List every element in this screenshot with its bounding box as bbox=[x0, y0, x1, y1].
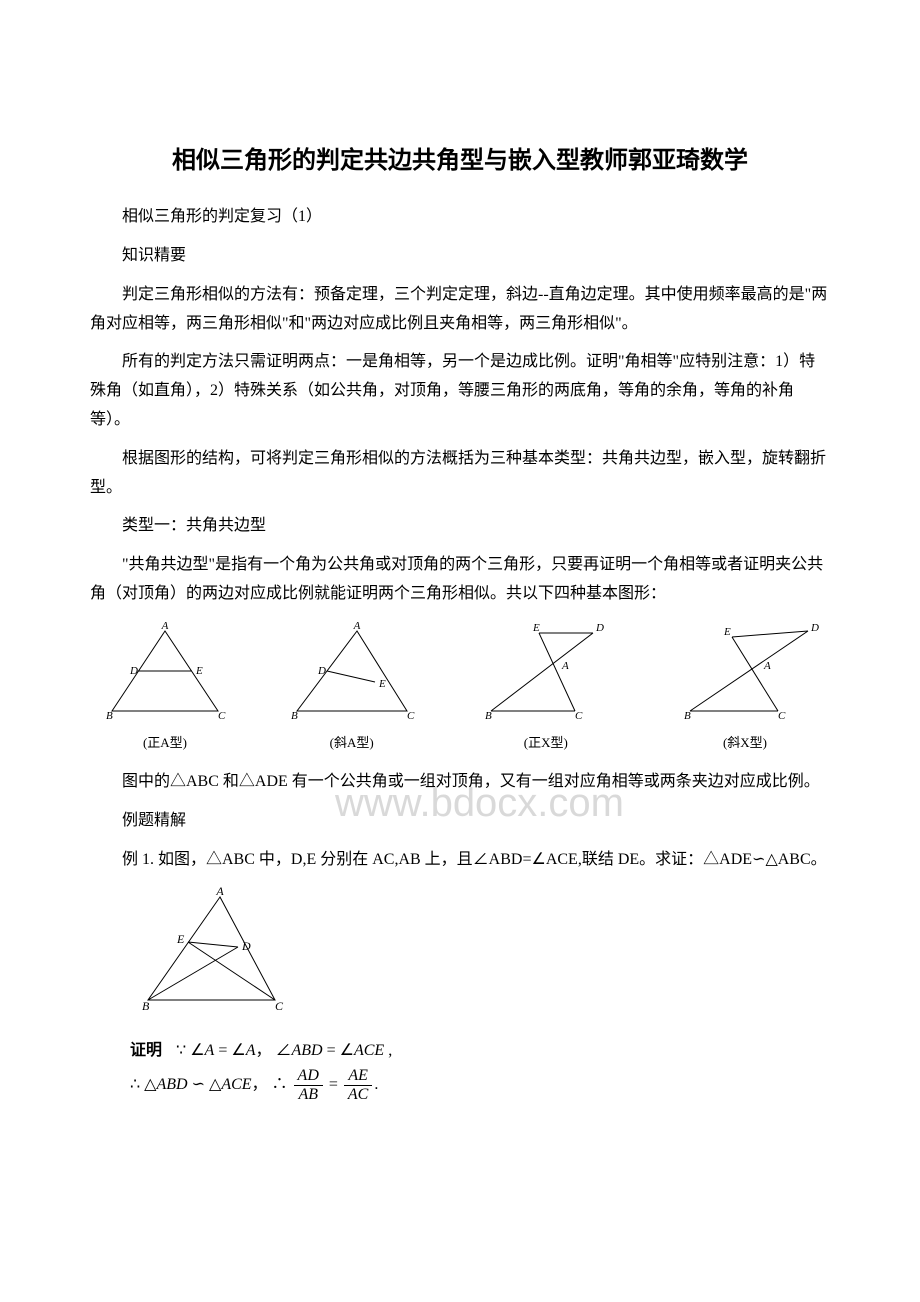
examples-heading: 例题精解 bbox=[90, 807, 830, 836]
svg-text:A: A bbox=[352, 620, 360, 632]
section-heading-knowledge: 知识精要 bbox=[90, 242, 830, 271]
proof-text: . bbox=[374, 1076, 378, 1093]
svg-text:B: B bbox=[684, 710, 691, 722]
diagram-x-skew: E D A B C bbox=[660, 619, 830, 729]
example1-figure: A E D B C bbox=[130, 885, 830, 1026]
figure-caption: (斜X型) bbox=[660, 731, 830, 754]
svg-text:E: E bbox=[176, 932, 185, 946]
proof-text: ∽ △ bbox=[188, 1076, 222, 1093]
figure-a-skew: A D E B C (斜A型) bbox=[272, 619, 432, 754]
svg-text:A: A bbox=[215, 885, 224, 898]
svg-text:E: E bbox=[378, 678, 386, 690]
svg-text:C: C bbox=[218, 710, 226, 722]
svg-text:A: A bbox=[561, 660, 569, 672]
paragraph-types-summary: 根据图形的结构，可将判定三角形相似的方法概括为三种基本类型：共角共边型，嵌入型，… bbox=[90, 445, 830, 503]
paragraph-proof-notes: 所有的判定方法只需证明两点：一是角相等，另一个是边成比例。证明"角相等"应特别注… bbox=[90, 348, 830, 434]
svg-text:D: D bbox=[810, 622, 819, 634]
paragraph-after-figures: 图中的△ABC 和△ADE 有一个公共角或一组对顶角，又有一组对应角相等或两条夹… bbox=[90, 768, 830, 797]
type1-heading: 类型一：共角共边型 bbox=[90, 512, 830, 541]
figure-x-skew: E D A B C (斜X型) bbox=[660, 619, 830, 754]
fraction-numerator: AE bbox=[344, 1067, 372, 1086]
math-var: ACE bbox=[221, 1076, 251, 1093]
svg-text:E: E bbox=[195, 665, 203, 677]
figure-a-upright: A D E B C (正A型) bbox=[90, 619, 240, 754]
svg-text:C: C bbox=[407, 710, 415, 722]
proof-text: ， ∠ bbox=[255, 1042, 291, 1059]
figure-row-four-types: A D E B C (正A型) A D E B bbox=[90, 619, 830, 754]
proof-text: = ∠ bbox=[214, 1042, 245, 1059]
svg-text:D: D bbox=[241, 939, 251, 953]
fraction-ad-ab: AD AB bbox=[294, 1067, 323, 1103]
svg-text:D: D bbox=[129, 665, 138, 677]
proof-text: = bbox=[329, 1076, 342, 1093]
figure-caption: (正A型) bbox=[90, 731, 240, 754]
figure-caption: (斜A型) bbox=[272, 731, 432, 754]
svg-text:B: B bbox=[142, 999, 150, 1013]
svg-text:B: B bbox=[485, 710, 492, 722]
svg-text:A: A bbox=[763, 660, 771, 672]
svg-text:B: B bbox=[106, 710, 113, 722]
fraction-ae-ac: AE AC bbox=[344, 1067, 372, 1103]
figure-x-upright: E D A B C (正X型) bbox=[463, 619, 628, 754]
paragraph-methods: 判定三角形相似的方法有：预备定理，三个判定定理，斜边--直角边定理。其中使用频率… bbox=[90, 281, 830, 339]
page-title: 相似三角形的判定共边共角型与嵌入型教师郭亚琦数学 bbox=[90, 140, 830, 183]
proof-text: ∴ △ bbox=[130, 1076, 156, 1093]
diagram-x-upright: E D A B C bbox=[463, 619, 628, 729]
example1-text: 例 1. 如图，△ABC 中，D,E 分别在 AC,AB 上，且∠ABD=∠AC… bbox=[90, 846, 830, 875]
subtitle-review: 相似三角形的判定复习（1） bbox=[90, 203, 830, 232]
diagram-a-skew: A D E B C bbox=[272, 619, 432, 729]
fraction-denominator: AB bbox=[294, 1086, 323, 1104]
proof-line2: ∴ △ABD ∽ △ACE， ∴ AD AB = AE AC . bbox=[130, 1067, 830, 1103]
figure-caption: (正X型) bbox=[463, 731, 628, 754]
diagram-a-upright: A D E B C bbox=[90, 619, 240, 729]
proof-text: ， ∴ bbox=[252, 1076, 292, 1093]
proof-text: , bbox=[384, 1042, 392, 1059]
svg-text:A: A bbox=[161, 620, 169, 632]
proof-text: = ∠ bbox=[323, 1042, 354, 1059]
math-var: A bbox=[205, 1042, 215, 1059]
svg-text:C: C bbox=[778, 710, 786, 722]
math-var: ABD bbox=[292, 1042, 323, 1059]
svg-text:B: B bbox=[291, 710, 298, 722]
diagram-example1: A E D B C bbox=[130, 885, 300, 1015]
svg-text:E: E bbox=[532, 622, 540, 634]
svg-text:C: C bbox=[275, 999, 284, 1013]
example1-proof: 证明 ∵ ∠A = ∠A， ∠ABD = ∠ACE , ∴ △ABD ∽ △AC… bbox=[130, 1035, 830, 1103]
math-var: ABD bbox=[156, 1076, 187, 1093]
type1-description: "共角共边型"是指有一个角为公共角或对顶角的两个三角形，只要再证明一个角相等或者… bbox=[90, 551, 830, 609]
fraction-denominator: AC bbox=[344, 1086, 372, 1104]
svg-text:D: D bbox=[317, 665, 326, 677]
math-var: ACE bbox=[354, 1042, 384, 1059]
proof-line1: 证明 ∵ ∠A = ∠A， ∠ABD = ∠ACE , bbox=[130, 1035, 830, 1067]
proof-label: 证明 bbox=[130, 1042, 162, 1059]
svg-text:E: E bbox=[723, 626, 731, 638]
proof-text: ∵ ∠ bbox=[176, 1042, 205, 1059]
svg-text:D: D bbox=[595, 622, 604, 634]
fraction-numerator: AD bbox=[294, 1067, 323, 1086]
svg-text:C: C bbox=[575, 710, 583, 722]
